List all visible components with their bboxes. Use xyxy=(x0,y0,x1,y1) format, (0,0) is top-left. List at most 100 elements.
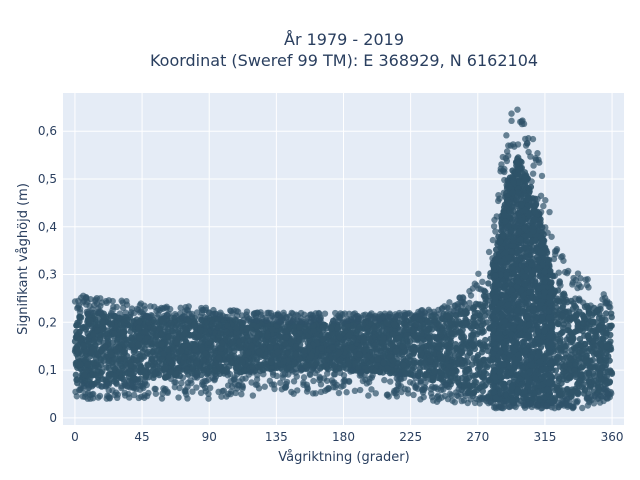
data-point xyxy=(215,354,223,362)
data-point xyxy=(318,345,325,352)
data-point xyxy=(436,330,444,338)
data-point xyxy=(144,350,151,357)
data-point xyxy=(592,332,599,339)
data-point xyxy=(568,346,575,354)
data-point xyxy=(457,329,464,337)
data-point xyxy=(598,376,605,383)
data-point xyxy=(87,317,94,324)
data-point xyxy=(596,357,603,365)
data-point xyxy=(167,368,174,376)
data-point xyxy=(560,368,567,376)
data-point xyxy=(73,350,80,358)
data-point xyxy=(561,292,568,299)
data-point xyxy=(264,332,271,340)
data-point xyxy=(479,308,486,315)
data-point xyxy=(474,353,481,361)
data-point xyxy=(580,320,587,327)
data-point xyxy=(380,359,387,366)
data-point xyxy=(569,388,576,395)
data-point xyxy=(125,356,132,364)
data-point xyxy=(459,362,466,370)
data-point xyxy=(462,320,469,328)
data-point xyxy=(345,332,353,339)
data-point xyxy=(76,336,84,343)
data-point xyxy=(185,371,192,378)
data-point xyxy=(554,295,561,302)
data-point xyxy=(205,369,213,377)
data-point xyxy=(418,350,425,357)
data-point xyxy=(233,324,240,332)
data-point xyxy=(185,358,192,365)
data-point xyxy=(248,342,255,350)
data-point xyxy=(164,346,171,353)
data-point xyxy=(608,322,615,329)
data-point xyxy=(217,330,224,337)
data-point xyxy=(88,349,95,356)
data-point xyxy=(290,327,298,335)
data-point xyxy=(554,336,562,343)
data-point xyxy=(141,328,149,335)
data-point xyxy=(581,387,589,394)
data-point xyxy=(174,354,182,362)
data-point xyxy=(257,361,264,369)
data-point xyxy=(425,334,433,342)
data-point xyxy=(483,363,491,371)
data-point xyxy=(372,346,379,353)
data-point xyxy=(590,318,597,325)
data-point xyxy=(417,335,425,342)
data-point xyxy=(308,360,316,367)
data-point xyxy=(440,376,447,383)
data-point xyxy=(589,356,597,364)
data-point xyxy=(559,302,567,310)
data-point xyxy=(436,350,443,358)
data-point xyxy=(118,355,125,362)
data-point xyxy=(178,347,185,355)
data-point xyxy=(246,337,253,344)
data-point xyxy=(258,330,266,337)
data-point xyxy=(94,321,101,328)
data-point xyxy=(364,353,372,360)
data-point xyxy=(181,342,188,350)
data-point xyxy=(129,340,136,348)
data-point xyxy=(383,365,391,372)
data-point xyxy=(574,389,582,396)
data-point xyxy=(173,339,181,346)
data-point xyxy=(94,327,101,334)
data-point xyxy=(139,353,146,360)
data-point xyxy=(344,360,352,368)
data-point xyxy=(147,339,154,346)
data-point xyxy=(292,350,300,358)
data-point xyxy=(356,345,364,352)
data-point xyxy=(581,340,589,348)
data-point xyxy=(167,320,175,327)
data-point xyxy=(111,355,118,363)
data-point xyxy=(84,330,91,337)
data-point xyxy=(154,347,161,354)
data-point xyxy=(318,353,325,360)
data-point xyxy=(281,340,289,347)
data-point xyxy=(252,334,259,342)
data-point xyxy=(130,348,138,355)
data-point xyxy=(563,317,570,324)
data-point xyxy=(282,328,290,336)
data-point xyxy=(431,368,438,375)
data-point xyxy=(225,346,233,354)
data-point xyxy=(555,319,562,326)
data-point xyxy=(451,331,458,338)
data-point xyxy=(236,354,243,361)
data-point xyxy=(162,374,170,381)
data-point xyxy=(121,361,129,368)
data-point xyxy=(452,340,459,348)
data-point xyxy=(335,349,343,357)
data-point xyxy=(603,342,610,350)
data-point xyxy=(561,362,568,370)
data-point xyxy=(478,383,485,390)
data-point xyxy=(296,329,303,337)
data-point xyxy=(455,380,462,387)
data-point xyxy=(274,348,281,356)
data-point xyxy=(574,352,581,360)
data-point xyxy=(466,383,474,391)
data-point xyxy=(159,317,166,325)
data-point xyxy=(200,366,207,373)
data-point xyxy=(292,343,300,350)
